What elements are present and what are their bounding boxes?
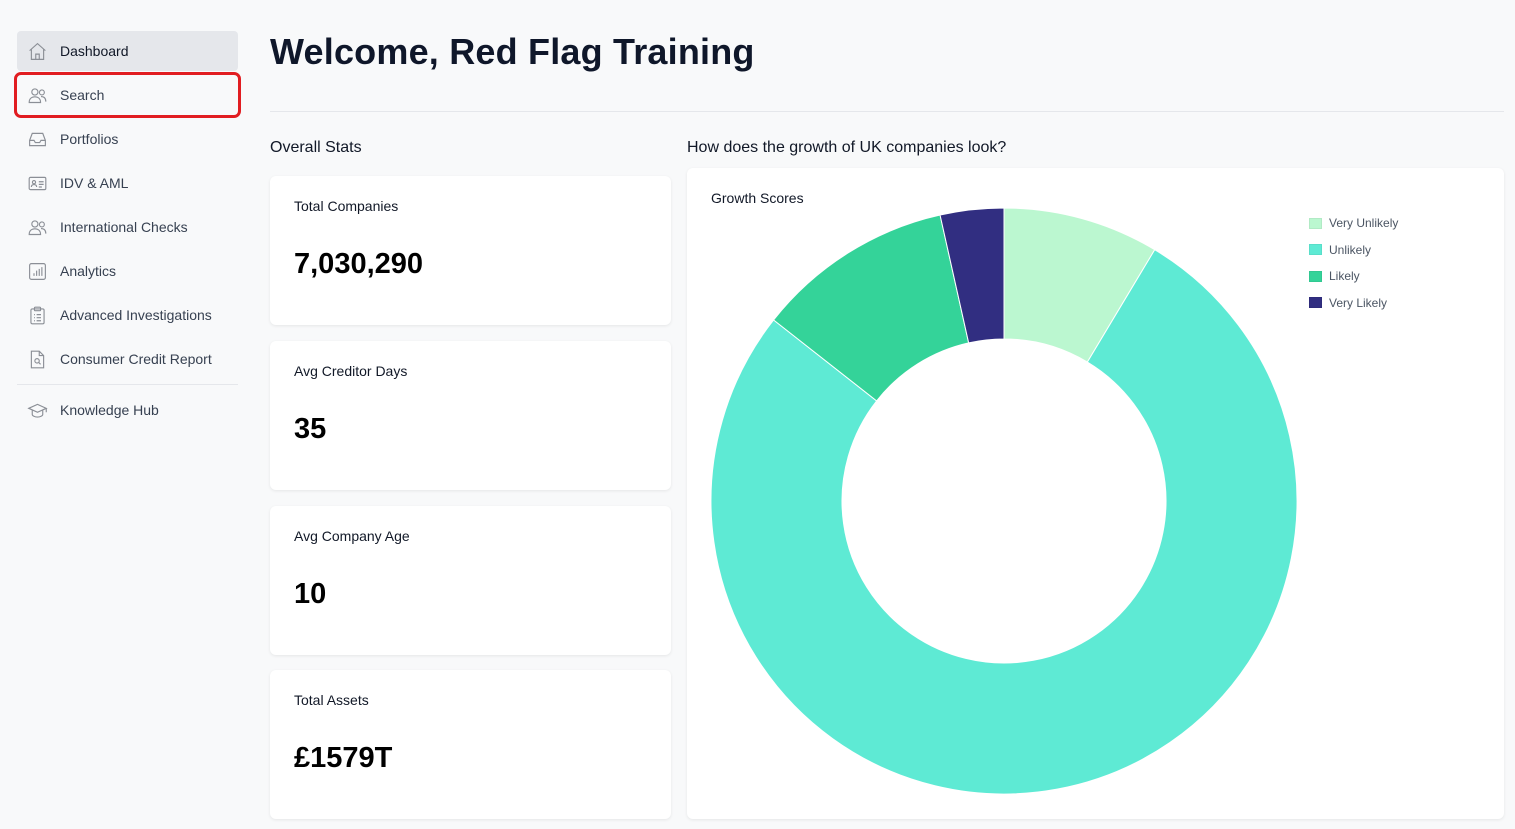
sidebar-item-label: International Checks [60, 219, 188, 235]
sidebar-item-label: Search [60, 87, 105, 103]
stat-card-avg-creditor-days: Avg Creditor Days 35 [270, 341, 671, 490]
legend-item[interactable]: Very Unlikely [1309, 210, 1398, 237]
sidebar-item-label: Knowledge Hub [60, 402, 159, 418]
sidebar-item-consumer-credit-report[interactable]: Consumer Credit Report [17, 339, 238, 379]
sidebar-item-search[interactable]: Search [14, 72, 241, 118]
stat-value: £1579T [294, 742, 393, 774]
growth-heading: How does the growth of UK companies look… [687, 139, 1007, 156]
legend-swatch [1309, 297, 1322, 309]
chart-title: Growth Scores [711, 190, 804, 206]
sidebar-item-label: Consumer Credit Report [60, 351, 212, 367]
stat-card-avg-company-age: Avg Company Age 10 [270, 506, 671, 655]
sidebar-item-label: Advanced Investigations [60, 307, 212, 323]
legend-label: Likely [1329, 269, 1360, 284]
home-icon [26, 40, 48, 62]
stat-card-total-companies: Total Companies 7,030,290 [270, 176, 671, 325]
stat-label: Avg Company Age [294, 528, 410, 544]
sidebar-item-portfolios[interactable]: Portfolios [17, 119, 238, 159]
donut-chart [710, 207, 1298, 795]
bar-chart-icon [26, 260, 48, 282]
inbox-icon [26, 128, 48, 150]
legend-label: Very Likely [1329, 295, 1388, 310]
legend-label: Unlikely [1329, 242, 1372, 257]
users-icon [26, 216, 48, 238]
clipboard-list-icon [26, 304, 48, 326]
sidebar-item-analytics[interactable]: Analytics [17, 251, 238, 291]
sidebar: Dashboard Search Portfolios IDV & AML In… [14, 31, 241, 434]
stat-value: 35 [294, 413, 327, 445]
overall-stats-heading: Overall Stats [270, 139, 362, 156]
donut-slice-unlikely[interactable] [710, 249, 1298, 795]
sidebar-item-label: Analytics [60, 263, 117, 279]
sidebar-item-knowledge-hub[interactable]: Knowledge Hub [17, 390, 238, 430]
sidebar-item-label: IDV & AML [60, 175, 129, 191]
stat-label: Avg Creditor Days [294, 363, 408, 379]
document-search-icon [26, 348, 48, 370]
page-title: Welcome, Red Flag Training [270, 31, 755, 72]
stat-label: Total Assets [294, 692, 369, 708]
graduation-cap-icon [26, 399, 48, 421]
sidebar-item-idv-aml[interactable]: IDV & AML [17, 163, 238, 203]
sidebar-item-advanced-investigations[interactable]: Advanced Investigations [17, 295, 238, 335]
stat-value: 7,030,290 [294, 248, 424, 280]
legend-swatch [1309, 217, 1322, 229]
sidebar-item-label: Portfolios [60, 131, 119, 147]
legend-swatch [1309, 270, 1322, 282]
legend-item[interactable]: Likely [1309, 263, 1398, 290]
sidebar-divider [17, 384, 238, 385]
stat-card-total-assets: Total Assets £1579T [270, 670, 671, 819]
id-card-icon [26, 172, 48, 194]
stat-value: 10 [294, 578, 327, 610]
donut-slice-very-likely[interactable] [939, 207, 1005, 344]
sidebar-item-international-checks[interactable]: International Checks [17, 207, 238, 247]
legend-item[interactable]: Very Likely [1309, 290, 1398, 317]
growth-chart-card: Growth Scores Very Unlikely Unlikely Likel… [687, 168, 1504, 819]
sidebar-item-label: Dashboard [60, 43, 129, 59]
legend-label: Very Unlikely [1329, 216, 1399, 231]
chart-legend: Very Unlikely Unlikely Likely Very Likely [1309, 210, 1398, 316]
stat-label: Total Companies [294, 198, 399, 214]
sidebar-item-dashboard[interactable]: Dashboard [17, 31, 238, 71]
header-divider [270, 111, 1504, 112]
users-icon [26, 84, 48, 106]
legend-swatch [1309, 244, 1322, 256]
legend-item[interactable]: Unlikely [1309, 237, 1398, 264]
